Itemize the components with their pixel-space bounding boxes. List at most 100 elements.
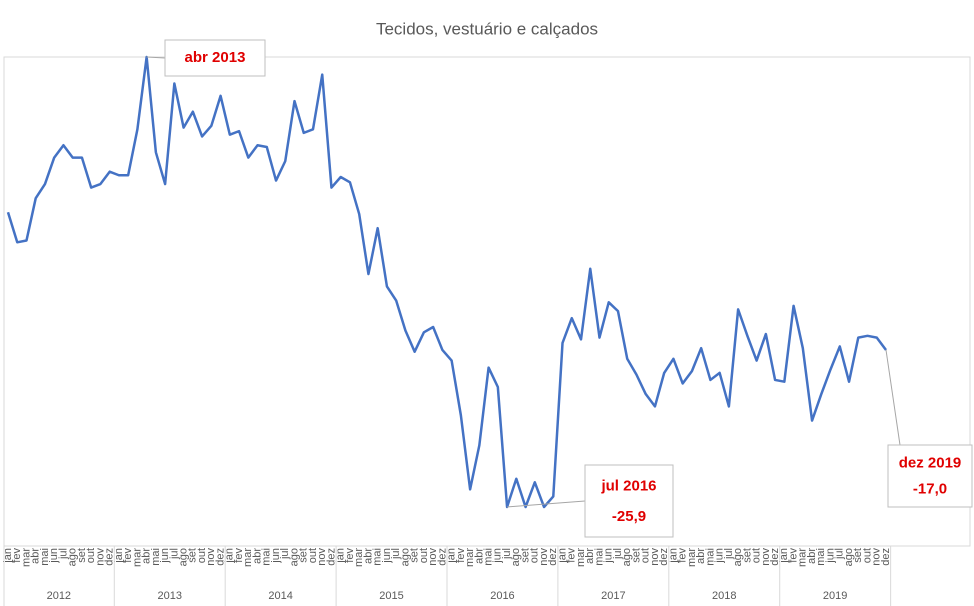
x-tick-label: abr: [584, 548, 596, 564]
x-tick-label: set: [741, 548, 753, 563]
x-tick-label: ago: [67, 548, 79, 566]
x-tick-label: mar: [242, 548, 254, 567]
x-tick-label: out: [85, 548, 97, 563]
x-tick-label: mai: [372, 548, 384, 566]
x-tick-label: jan: [446, 548, 458, 564]
x-tick-label: fev: [455, 548, 467, 563]
x-tick-label: mar: [797, 548, 809, 567]
line-series: [6, 55, 888, 509]
x-tick-label: nov: [94, 548, 106, 566]
x-tick-label: mai: [482, 548, 494, 566]
x-tick-label: nov: [649, 548, 661, 566]
annotation-value: -17,0: [913, 481, 947, 498]
x-tick-label: ago: [621, 548, 633, 566]
annotation-text: dez 2019: [899, 455, 962, 472]
x-tick-label: jan: [556, 548, 568, 564]
x-tick-label: nov: [760, 548, 772, 566]
x-tick-label: mai: [39, 548, 51, 566]
x-tick-label: jun: [714, 548, 726, 564]
x-tick-label: mar: [353, 548, 365, 567]
plot-area: [3, 56, 971, 547]
x-tick-label: out: [529, 548, 541, 563]
x-group-label: 2015: [379, 590, 403, 602]
x-tick-label: abr: [695, 548, 707, 564]
x-tick-label: fev: [677, 548, 689, 563]
x-tick-label: mai: [261, 548, 273, 566]
x-tick-label: dez: [547, 548, 559, 566]
x-tick-label: out: [640, 548, 652, 563]
x-tick-label: nov: [205, 548, 217, 566]
x-tick-label: set: [187, 548, 199, 563]
x-tick-label: fev: [787, 548, 799, 563]
x-tick-label: jun: [270, 548, 282, 564]
annotation-text: jul 2016: [600, 478, 656, 495]
x-tick-label: jun: [603, 548, 615, 564]
x-tick-label: jan: [335, 548, 347, 564]
x-tick-label: jun: [48, 548, 60, 564]
x-group-label: 2012: [47, 590, 71, 602]
x-tick-label: set: [76, 548, 88, 563]
x-tick-label: jul: [57, 548, 69, 560]
x-group-label: 2017: [601, 590, 625, 602]
x-tick-label: mar: [464, 548, 476, 567]
x-tick-label: out: [418, 548, 430, 563]
x-tick-label: mar: [575, 548, 587, 567]
x-tick-label: mar: [686, 548, 698, 567]
x-tick-label: jun: [159, 548, 171, 564]
x-group-label: 2016: [490, 590, 514, 602]
x-tick-label: dez: [658, 548, 670, 566]
x-group-label: 2013: [157, 590, 181, 602]
x-tick-label: nov: [538, 548, 550, 566]
leader-line: [146, 56, 166, 59]
x-group-label: 2018: [712, 590, 736, 602]
x-tick-label: abr: [30, 548, 42, 564]
x-tick-label: jun: [492, 548, 504, 564]
x-tick-label: out: [307, 548, 319, 563]
x-tick-label: set: [409, 548, 421, 563]
x-tick-label: jul: [279, 548, 291, 560]
x-tick-label: fev: [11, 548, 23, 563]
x-tick-label: set: [630, 548, 642, 563]
x-tick-label: mar: [20, 548, 32, 567]
x-tick-label: jan: [778, 548, 790, 564]
x-group-label: 2019: [823, 590, 847, 602]
leader-line: [507, 500, 586, 508]
x-tick-label: fev: [566, 548, 578, 563]
x-tick-label: nov: [871, 548, 883, 566]
annotation-box: [164, 39, 266, 77]
x-tick-label: jul: [723, 548, 735, 560]
x-tick-label: ago: [732, 548, 744, 566]
x-tick-label: set: [852, 548, 864, 563]
x-group-label: 2014: [268, 590, 292, 602]
x-tick-label: ago: [288, 548, 300, 566]
x-tick-label: ago: [843, 548, 855, 566]
chart-title: Tecidos, vestuário e calçados: [376, 19, 598, 38]
x-tick-label: dez: [769, 548, 781, 566]
x-tick-label: dez: [325, 548, 337, 566]
x-tick-label: abr: [473, 548, 485, 564]
x-tick-label: jul: [390, 548, 402, 560]
x-tick-label: dez: [104, 548, 116, 566]
x-tick-label: fev: [344, 548, 356, 563]
x-tick-label: jul: [834, 548, 846, 560]
x-tick-label: ago: [178, 548, 190, 566]
x-tick-label: mai: [704, 548, 716, 566]
annotation-box: [887, 444, 973, 508]
x-tick-label: mar: [131, 548, 143, 567]
x-tick-label: jan: [224, 548, 236, 564]
x-tick-label: fev: [233, 548, 245, 563]
x-tick-label: dez: [436, 548, 448, 566]
x-tick-label: jan: [667, 548, 679, 564]
x-tick-label: ago: [399, 548, 411, 566]
x-tick-label: jul: [168, 548, 180, 560]
x-tick-label: jun: [381, 548, 393, 564]
x-tick-label: dez: [214, 548, 226, 566]
x-tick-label: out: [196, 548, 208, 563]
x-tick-label: mai: [815, 548, 827, 566]
annotation-box: [584, 464, 674, 538]
x-tick-label: set: [519, 548, 531, 563]
x-tick-label: set: [298, 548, 310, 563]
x-tick-label: out: [861, 548, 873, 563]
annotation-text: abr 2013: [185, 49, 246, 66]
x-tick-label: jun: [824, 548, 836, 564]
